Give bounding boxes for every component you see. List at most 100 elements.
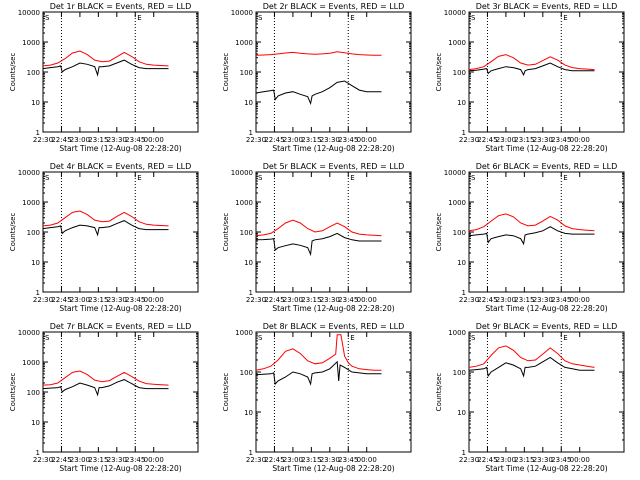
y-tick-label: 10000 (18, 329, 40, 337)
plot-frame (42, 331, 199, 453)
y-tick-label: 1000 (448, 39, 466, 47)
y-tick-label: 10 (31, 259, 40, 267)
y-axis-label: Counts/sec (222, 373, 230, 412)
x-tick-label: 23:30 (320, 296, 340, 304)
end-marker: E (137, 174, 141, 182)
x-tick-label: 23:15 (514, 456, 534, 464)
series-line-events (255, 360, 382, 386)
end-marker: E (350, 334, 354, 342)
plot-frame (468, 171, 625, 293)
start-marker: S (258, 334, 263, 342)
x-tick-label: 22:30 (33, 136, 53, 144)
y-axis-label: Counts/sec (9, 213, 17, 252)
y-tick-label: 10000 (231, 9, 253, 17)
x-tick-label: 22:30 (459, 296, 479, 304)
y-tick-label: 100 (453, 69, 466, 77)
y-tick-label: 10 (244, 99, 253, 107)
y-tick-label: 100 (240, 229, 253, 237)
start-marker: S (45, 334, 50, 342)
end-marker: E (350, 14, 354, 22)
series-line-lld (468, 213, 595, 232)
y-tick-label: 1 (36, 449, 40, 457)
chart-title: Det 1r BLACK = Events, RED = LLD (50, 2, 192, 11)
y-tick-label: 1000 (22, 359, 40, 367)
x-tick-label: 00:00 (570, 296, 590, 304)
series-line-lld (255, 334, 382, 371)
x-tick-label: 23:30 (107, 136, 127, 144)
end-marker: E (137, 14, 141, 22)
y-axis-label: Counts/sec (222, 53, 230, 92)
x-tick-label: 23:15 (301, 456, 321, 464)
series-line-lld (42, 210, 169, 227)
x-tick-label: 00:00 (570, 136, 590, 144)
x-axis-label: Start Time (12-Aug-08 22:28:20) (485, 464, 607, 473)
end-marker: E (137, 334, 141, 342)
y-tick-label: 10 (457, 259, 466, 267)
x-tick-label: 23:30 (107, 296, 127, 304)
y-tick-label: 1000 (235, 199, 253, 207)
start-marker: S (45, 174, 50, 182)
y-tick-label: 100 (453, 229, 466, 237)
x-tick-label: 23:15 (514, 296, 534, 304)
start-marker: S (471, 334, 476, 342)
x-tick-label: 23:00 (283, 456, 303, 464)
y-tick-label: 100 (27, 69, 40, 77)
plot-frame (42, 11, 199, 133)
x-tick-label: 23:15 (514, 136, 534, 144)
x-tick-label: 23:00 (70, 456, 90, 464)
series-line-events (468, 226, 595, 246)
x-tick-label: 23:00 (496, 456, 516, 464)
y-tick-label: 1000 (448, 199, 466, 207)
y-tick-label: 100 (27, 229, 40, 237)
chart-title: Det 6r BLACK = Events, RED = LLD (476, 162, 618, 171)
y-tick-label: 1000 (235, 39, 253, 47)
y-tick-label: 1 (249, 129, 253, 137)
x-axis-label: Start Time (12-Aug-08 22:28:20) (59, 144, 181, 153)
x-tick-label: 22:45 (477, 456, 497, 464)
plot-frame (255, 171, 412, 293)
y-tick-label: 100 (240, 69, 253, 77)
x-tick-label: 23:45 (551, 296, 571, 304)
start-marker: S (258, 14, 263, 22)
x-tick-label: 22:45 (51, 456, 71, 464)
x-tick-label: 23:00 (496, 136, 516, 144)
y-tick-label: 10 (31, 99, 40, 107)
chart-title: Det 2r BLACK = Events, RED = LLD (263, 2, 405, 11)
x-tick-label: 23:00 (70, 296, 90, 304)
x-tick-label: 23:45 (551, 456, 571, 464)
x-axis-label: Start Time (12-Aug-08 22:28:20) (485, 144, 607, 153)
y-axis-label: Counts/sec (435, 373, 443, 412)
y-tick-label: 1000 (235, 329, 253, 337)
y-tick-label: 1000 (22, 39, 40, 47)
x-tick-label: 23:30 (533, 296, 553, 304)
series-line-events (468, 356, 595, 378)
series-line-lld (468, 54, 595, 71)
x-tick-label: 23:45 (125, 296, 145, 304)
y-axis-label: Counts/sec (9, 53, 17, 92)
y-tick-label: 10000 (18, 169, 40, 177)
y-tick-label: 1 (462, 289, 466, 297)
y-tick-label: 1000 (448, 329, 466, 337)
x-tick-label: 22:45 (264, 136, 284, 144)
x-tick-label: 23:45 (338, 136, 358, 144)
y-tick-label: 1 (249, 289, 253, 297)
end-marker: E (563, 174, 567, 182)
x-tick-label: 22:45 (477, 296, 497, 304)
x-tick-label: 23:15 (301, 296, 321, 304)
series-line-lld (468, 345, 595, 368)
x-tick-label: 22:45 (264, 456, 284, 464)
series-line-events (468, 62, 595, 77)
x-tick-label: 00:00 (357, 456, 377, 464)
x-tick-label: 00:00 (144, 456, 164, 464)
series-line-lld (255, 219, 382, 237)
x-tick-label: 22:30 (459, 136, 479, 144)
x-tick-label: 00:00 (357, 296, 377, 304)
end-marker: E (350, 174, 354, 182)
